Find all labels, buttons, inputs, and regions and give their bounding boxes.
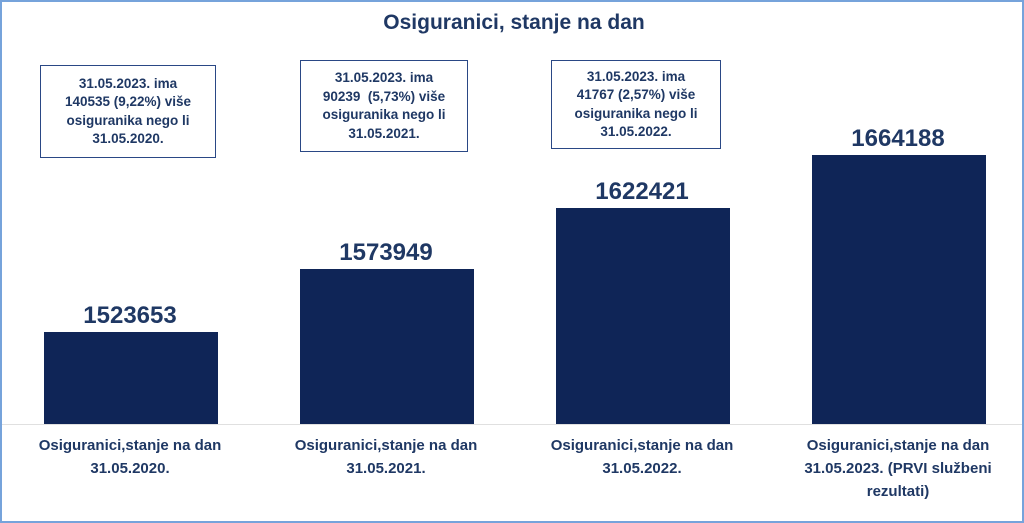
chart-title: Osiguranici, stanje na dan bbox=[383, 11, 645, 34]
category-label-2023: Osiguranici,stanje na dan 31.05.2023. (P… bbox=[804, 437, 992, 500]
bar-2022 bbox=[556, 208, 730, 424]
bar-2023 bbox=[812, 155, 986, 424]
data-label-2022: 1622421 bbox=[595, 178, 689, 205]
data-label-2023: 1664188 bbox=[851, 125, 945, 152]
bar-2020 bbox=[44, 332, 218, 424]
annotation-box-vs-2021: 31.05.2023. ima 90239 (5,73%) više osigu… bbox=[300, 60, 468, 152]
annotation-box-vs-2020: 31.05.2023. ima 140535 (9,22%) više osig… bbox=[40, 65, 216, 158]
category-label-2020: Osiguranici,stanje na dan 31.05.2020. bbox=[38, 437, 222, 477]
annotation-box-vs-2022: 31.05.2023. ima 41767 (2,57%) više osigu… bbox=[551, 60, 721, 149]
data-label-2021: 1573949 bbox=[339, 239, 433, 266]
category-label-2022: Osiguranici,stanje na dan 31.05.2022. bbox=[550, 437, 734, 477]
x-axis-line bbox=[2, 424, 1022, 425]
category-label-2021: Osiguranici,stanje na dan 31.05.2021. bbox=[294, 437, 478, 477]
data-label-2020: 1523653 bbox=[83, 302, 177, 329]
bar-2021 bbox=[300, 269, 474, 424]
